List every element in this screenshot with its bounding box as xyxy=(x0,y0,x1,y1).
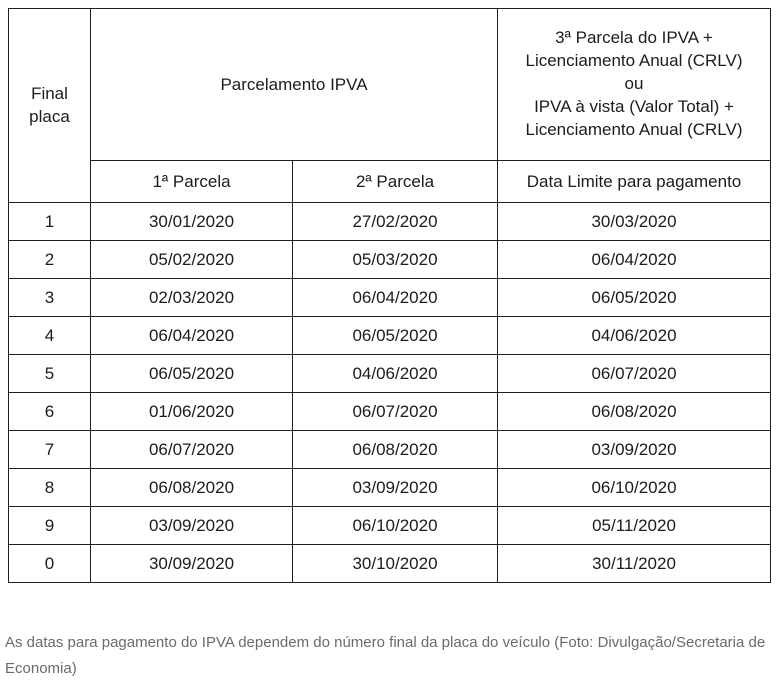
cell-data-limite: 06/04/2020 xyxy=(497,240,771,279)
cell-parcela-2: 06/04/2020 xyxy=(292,278,498,317)
table-row: 2 05/02/2020 05/03/2020 06/04/2020 xyxy=(8,240,771,279)
cell-final-placa: 8 xyxy=(8,468,91,507)
cell-parcela-1: 30/01/2020 xyxy=(90,202,293,241)
cell-parcela-2: 06/10/2020 xyxy=(292,506,498,545)
subheader-data-limite: Data Limite para pagamento xyxy=(497,160,771,203)
header-row-sub: 1ª Parcela 2ª Parcela Data Limite para p… xyxy=(9,160,771,203)
cell-data-limite: 05/11/2020 xyxy=(497,506,771,545)
table-row: 5 06/05/2020 04/06/2020 06/07/2020 xyxy=(8,354,771,393)
cell-final-placa: 7 xyxy=(8,430,91,469)
cell-data-limite: 06/05/2020 xyxy=(497,278,771,317)
cell-parcela-1: 06/05/2020 xyxy=(90,354,293,393)
cell-parcela-2: 27/02/2020 xyxy=(292,202,498,241)
table-row: 1 30/01/2020 27/02/2020 30/03/2020 xyxy=(8,202,771,241)
cell-parcela-1: 02/03/2020 xyxy=(90,278,293,317)
cell-parcela-1: 06/07/2020 xyxy=(90,430,293,469)
cell-data-limite: 06/08/2020 xyxy=(497,392,771,431)
cell-final-placa: 5 xyxy=(8,354,91,393)
cell-parcela-2: 30/10/2020 xyxy=(292,544,498,583)
cell-data-limite: 30/03/2020 xyxy=(497,202,771,241)
cell-parcela-2: 06/05/2020 xyxy=(292,316,498,355)
table-row: 6 01/06/2020 06/07/2020 06/08/2020 xyxy=(8,392,771,431)
table-row: 9 03/09/2020 06/10/2020 05/11/2020 xyxy=(8,506,771,545)
cell-final-placa: 4 xyxy=(8,316,91,355)
cell-parcela-2: 03/09/2020 xyxy=(292,468,498,507)
header-row-main: Final placa Parcelamento IPVA 3ª Parcela… xyxy=(8,8,771,203)
cell-parcela-2: 04/06/2020 xyxy=(292,354,498,393)
table-row: 7 06/07/2020 06/08/2020 03/09/2020 xyxy=(8,430,771,469)
header-parcelamento-ipva: Parcelamento IPVA xyxy=(90,8,498,161)
subheader-primeira-parcela: 1ª Parcela xyxy=(90,160,293,203)
table-row: 4 06/04/2020 06/05/2020 04/06/2020 xyxy=(8,316,771,355)
cell-final-placa: 3 xyxy=(8,278,91,317)
table-row: 3 02/03/2020 06/04/2020 06/05/2020 xyxy=(8,278,771,317)
cell-final-placa: 1 xyxy=(8,202,91,241)
cell-final-placa: 9 xyxy=(8,506,91,545)
cell-data-limite: 30/11/2020 xyxy=(497,544,771,583)
table-row: 8 06/08/2020 03/09/2020 06/10/2020 xyxy=(8,468,771,507)
header-final-placa: Final placa xyxy=(8,8,91,203)
cell-parcela-1: 01/06/2020 xyxy=(90,392,293,431)
header-terceira-parcela: 3ª Parcela do IPVA + Licenciamento Anual… xyxy=(497,8,771,161)
subheader-segunda-parcela: 2ª Parcela xyxy=(292,160,498,203)
ipva-schedule-table: Final placa Parcelamento IPVA 3ª Parcela… xyxy=(8,8,771,583)
cell-data-limite: 03/09/2020 xyxy=(497,430,771,469)
cell-parcela-1: 30/09/2020 xyxy=(90,544,293,583)
cell-parcela-1: 06/08/2020 xyxy=(90,468,293,507)
table-row: 0 30/09/2020 30/10/2020 30/11/2020 xyxy=(8,544,771,583)
cell-parcela-1: 03/09/2020 xyxy=(90,506,293,545)
cell-parcela-1: 05/02/2020 xyxy=(90,240,293,279)
cell-final-placa: 0 xyxy=(8,544,91,583)
cell-final-placa: 6 xyxy=(8,392,91,431)
cell-parcela-2: 05/03/2020 xyxy=(292,240,498,279)
image-caption: As datas para pagamento do IPVA dependem… xyxy=(5,634,766,678)
cell-final-placa: 2 xyxy=(8,240,91,279)
cell-parcela-2: 06/07/2020 xyxy=(292,392,498,431)
cell-data-limite: 04/06/2020 xyxy=(497,316,771,355)
cell-data-limite: 06/10/2020 xyxy=(497,468,771,507)
cell-parcela-2: 06/08/2020 xyxy=(292,430,498,469)
cell-data-limite: 06/07/2020 xyxy=(497,354,771,393)
cell-parcela-1: 06/04/2020 xyxy=(90,316,293,355)
